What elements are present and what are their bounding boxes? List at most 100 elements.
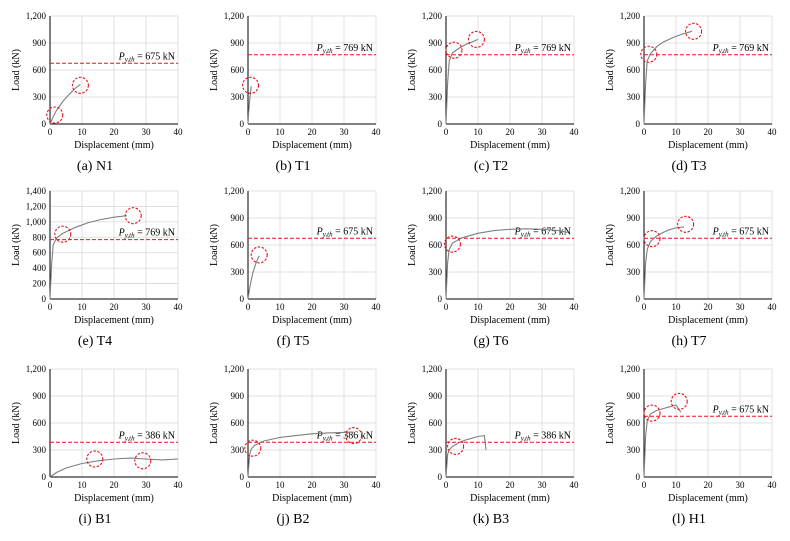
y-tick-label: 600 xyxy=(429,65,443,75)
marker-circle xyxy=(244,439,262,457)
x-axis-label: Displacement (mm) xyxy=(74,315,154,326)
x-tick-label: 0 xyxy=(48,127,53,137)
marker-circle xyxy=(447,437,465,455)
x-tick-label: 20 xyxy=(704,480,714,490)
marker-circle xyxy=(640,45,658,63)
marker-circle xyxy=(467,30,485,48)
x-axis-label: Displacement (mm) xyxy=(74,140,154,151)
reference-label: Py,th = 386 kN xyxy=(316,430,373,442)
y-axis-label: Load (kN) xyxy=(407,49,418,91)
panel-11: 0 300 600 900 1,200 0 10 20 30 40 Py,th = 675 kN Di… xyxy=(605,364,777,527)
y-tick-label: 600 xyxy=(33,418,47,428)
y-tick-label: 0 xyxy=(636,472,641,482)
x-axis-label: Displacement (mm) xyxy=(272,315,352,326)
x-axis-label: Displacement (mm) xyxy=(470,140,550,151)
y-tick-label: 300 xyxy=(33,445,47,455)
y-axis-label: Load (kN) xyxy=(605,49,616,91)
x-tick-label: 10 xyxy=(672,480,682,490)
x-tick-label: 0 xyxy=(642,127,647,137)
marker-circle xyxy=(71,76,89,94)
y-tick-label: 300 xyxy=(231,445,245,455)
y-tick-label: 900 xyxy=(429,38,443,48)
x-tick-label: 40 xyxy=(174,302,184,312)
x-tick-label: 0 xyxy=(642,480,647,490)
x-tick-label: 10 xyxy=(672,302,682,312)
y-axis-label: Load (kN) xyxy=(11,49,22,91)
y-tick-label: 0 xyxy=(42,294,47,304)
y-tick-label: 800 xyxy=(33,232,47,242)
x-tick-label: 20 xyxy=(110,127,120,137)
marker-circle xyxy=(445,41,463,59)
x-tick-label: 20 xyxy=(110,480,120,490)
y-tick-label: 0 xyxy=(42,472,47,482)
x-axis-label: Displacement (mm) xyxy=(74,493,154,504)
x-tick-label: 10 xyxy=(78,302,88,312)
y-tick-label: 300 xyxy=(429,445,443,455)
y-tick-label: 1,200 xyxy=(26,364,47,374)
x-tick-label: 0 xyxy=(48,480,53,490)
x-tick-label: 0 xyxy=(444,127,449,137)
y-tick-label: 900 xyxy=(627,391,641,401)
reference-label: Py,th = 675 kN xyxy=(712,404,769,416)
y-tick-label: 300 xyxy=(627,92,641,102)
y-tick-label: 900 xyxy=(231,38,245,48)
y-tick-label: 900 xyxy=(33,391,47,401)
marker-circle xyxy=(443,235,461,253)
panel-3: 0 300 600 900 1,200 0 10 20 30 40 Py,th = 769 kN Di… xyxy=(605,11,777,174)
x-tick-label: 30 xyxy=(538,480,548,490)
x-axis-label: Displacement (mm) xyxy=(668,493,748,504)
x-tick-label: 40 xyxy=(174,127,184,137)
x-tick-label: 20 xyxy=(110,302,120,312)
x-tick-label: 10 xyxy=(78,127,88,137)
x-tick-label: 20 xyxy=(506,480,516,490)
y-tick-label: 1,200 xyxy=(26,11,47,21)
panel-caption: (j) B2 xyxy=(276,512,309,527)
panel-caption: (h) T7 xyxy=(671,334,706,349)
y-tick-label: 600 xyxy=(33,65,47,75)
y-axis-label: Load (kN) xyxy=(11,402,22,444)
x-tick-label: 40 xyxy=(174,480,184,490)
x-tick-label: 30 xyxy=(142,302,152,312)
y-tick-label: 1,200 xyxy=(422,186,443,196)
y-tick-label: 900 xyxy=(33,38,47,48)
y-tick-label: 600 xyxy=(231,418,245,428)
panel-5: 0 300 600 900 1,200 0 10 20 30 40 Py,th = 675 kN Di… xyxy=(209,186,381,349)
y-tick-label: 1,200 xyxy=(422,364,443,374)
y-tick-label: 600 xyxy=(231,65,245,75)
x-tick-label: 40 xyxy=(372,302,382,312)
series-line xyxy=(247,255,260,300)
reference-label: Py,th = 675 kN xyxy=(316,226,373,238)
reference-label: Py,th = 769 kN xyxy=(712,43,769,55)
x-tick-label: 0 xyxy=(444,480,449,490)
y-tick-label: 0 xyxy=(42,119,47,129)
y-tick-label: 900 xyxy=(231,391,245,401)
x-tick-label: 10 xyxy=(474,127,484,137)
y-axis-label: Load (kN) xyxy=(605,224,616,266)
y-axis-label: Load (kN) xyxy=(11,224,22,266)
x-tick-label: 20 xyxy=(308,302,318,312)
reference-label: Py,th = 769 kN xyxy=(316,43,373,55)
y-tick-label: 1,000 xyxy=(26,217,47,227)
y-tick-label: 300 xyxy=(231,267,245,277)
y-tick-label: 600 xyxy=(429,418,443,428)
panel-6: 0 300 600 900 1,200 0 10 20 30 40 Py,th = 675 kN Di… xyxy=(407,186,579,349)
y-tick-label: 600 xyxy=(627,418,641,428)
x-tick-label: 10 xyxy=(474,302,484,312)
panel-1: 0 300 600 900 1,200 0 10 20 30 40 Py,th = 769 kN Di… xyxy=(209,11,381,174)
x-axis-label: Displacement (mm) xyxy=(470,315,550,326)
x-tick-label: 20 xyxy=(704,302,714,312)
panel-caption: (i) B1 xyxy=(78,512,111,527)
panel-2: 0 300 600 900 1,200 0 10 20 30 40 Py,th = 769 kN Di… xyxy=(407,11,579,174)
series-line xyxy=(247,86,252,125)
y-tick-label: 200 xyxy=(33,279,47,289)
x-axis-label: Displacement (mm) xyxy=(272,140,352,151)
x-tick-label: 20 xyxy=(308,127,318,137)
x-tick-label: 0 xyxy=(246,302,251,312)
x-tick-label: 0 xyxy=(444,302,449,312)
x-tick-label: 10 xyxy=(276,127,286,137)
x-tick-label: 10 xyxy=(672,127,682,137)
y-tick-label: 0 xyxy=(240,472,245,482)
x-tick-label: 0 xyxy=(48,302,53,312)
series-line xyxy=(643,404,682,478)
